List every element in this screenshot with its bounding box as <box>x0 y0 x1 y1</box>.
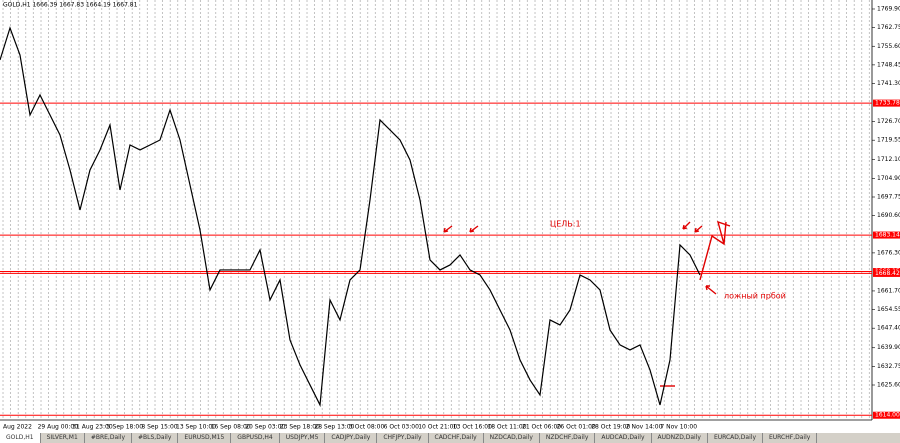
x-tick-label: 28 Oct 19:00 <box>591 424 630 431</box>
chart-tab[interactable]: GBPUSD,H4 <box>231 433 280 443</box>
x-tick-label: Aug 2022 <box>3 424 32 431</box>
annotation-arrows <box>443 220 731 387</box>
y-tick-label: 1726.70 <box>877 118 900 125</box>
y-tick-label: 1647.40 <box>877 325 900 332</box>
x-tick-label: 2 Nov 14:00 <box>626 424 663 431</box>
symbol-header: GOLD,H1 1666.39 1667.83 1664.19 1667.81 <box>3 2 138 9</box>
chart-tabs: GOLD,H1 SILVER,M1 #BRE,Daily #BLS,Daily EURU… <box>0 433 900 443</box>
y-tick-label: 1762.75 <box>877 24 900 31</box>
price-line <box>0 26 701 408</box>
chart: GOLD,H1 1666.39 1667.83 1664.19 1667.81 … <box>0 0 900 431</box>
y-tick-label: 1654.55 <box>877 306 900 313</box>
chart-tab[interactable]: #BRE,Daily <box>85 433 133 443</box>
y-tick-label: 1625.60 <box>877 382 900 389</box>
y-tick-label: 1704.90 <box>877 175 900 182</box>
false-breakout-note: ложный прбой <box>724 292 786 301</box>
x-tick-label: 13 Oct 16:00 <box>453 424 492 431</box>
y-tick-label: 1697.75 <box>877 193 900 200</box>
x-tick-label: 13 Sep 10:00 <box>176 424 216 431</box>
level-label-bg <box>873 231 900 239</box>
x-tick-label: 23 Sep 18:00 <box>280 424 320 431</box>
level-label: 1668.42 <box>875 270 900 277</box>
y-tick-label: 1712.10 <box>877 156 900 163</box>
x-tick-label: 20 Sep 03:00 <box>245 424 285 431</box>
x-tick-label: 3 Oct 08:00 <box>349 424 384 431</box>
chart-tab[interactable]: AUDCAD,Daily <box>595 433 652 443</box>
y-tick-label: 1719.55 <box>877 137 900 144</box>
x-tick-label: 29 Aug 00:00 <box>38 424 79 431</box>
y-tick-label: 1769.90 <box>877 5 900 12</box>
chart-tab[interactable]: CHFJPY,Daily <box>377 433 429 443</box>
y-tick-label: 1748.45 <box>877 61 900 68</box>
y-tick-label: 1639.90 <box>877 344 900 351</box>
y-tick-label: 1661.70 <box>877 287 900 294</box>
x-tick-label: 28 Sep 13:00 <box>314 424 354 431</box>
chart-tab[interactable]: EURCAD,Daily <box>708 433 763 443</box>
y-tick-label: 1741.30 <box>877 80 900 87</box>
chart-tab[interactable]: #BLS,Daily <box>132 433 179 443</box>
chart-tab[interactable]: NZDCHF,Daily <box>540 433 596 443</box>
chart-tab[interactable]: USDJPY,M5 <box>280 433 326 443</box>
chart-tab[interactable]: GOLD,H1 <box>0 433 41 443</box>
y-tick-label: 1632.75 <box>877 363 900 370</box>
y-tick-label: 1676.30 <box>877 249 900 256</box>
x-tick-label: 21 Oct 06:00 <box>522 424 561 431</box>
x-tick-label: 5 Sep 18:00 <box>107 424 143 431</box>
chart-tab[interactable]: EURUSD,M15 <box>178 433 232 443</box>
y-tick-label: 1755.60 <box>877 43 900 50</box>
x-tick-label: 18 Oct 11:00 <box>487 424 526 431</box>
x-tick-label: 7 Nov 10:00 <box>660 424 697 431</box>
chart-tab[interactable]: CADCHF,Daily <box>429 433 484 443</box>
level-label: 1614.00 <box>875 412 900 419</box>
target-note: ЦЕЛЬ:1 <box>550 220 581 229</box>
x-tick-label: 26 Oct 01:00 <box>557 424 596 431</box>
chart-tab[interactable]: EURCHF,Daily <box>763 433 818 443</box>
level-label-bg <box>873 411 900 419</box>
x-tick-label: 10 Oct 21:00 <box>418 424 457 431</box>
level-label: 1683.14 <box>875 232 900 239</box>
level-label-bg <box>873 99 900 107</box>
level-label: 1733.78 <box>875 100 900 107</box>
y-tick-label: 1690.60 <box>877 212 900 219</box>
chart-tab[interactable]: SILVER,M1 <box>41 433 85 443</box>
chart-tab[interactable]: CADJPY,Daily <box>325 433 378 443</box>
level-label-bg <box>873 269 900 277</box>
chart-tab[interactable]: NZDCAD,Daily <box>484 433 540 443</box>
time-grid <box>0 0 872 420</box>
x-tick-label: 8 Sep 15:00 <box>141 424 177 431</box>
x-tick-label: 31 Aug 23:00 <box>72 424 113 431</box>
chart-tab[interactable]: AUDNZD,Daily <box>652 433 708 443</box>
x-tick-label: 16 Sep 08:00 <box>211 424 251 431</box>
x-tick-label: 6 Oct 03:00 <box>384 424 419 431</box>
